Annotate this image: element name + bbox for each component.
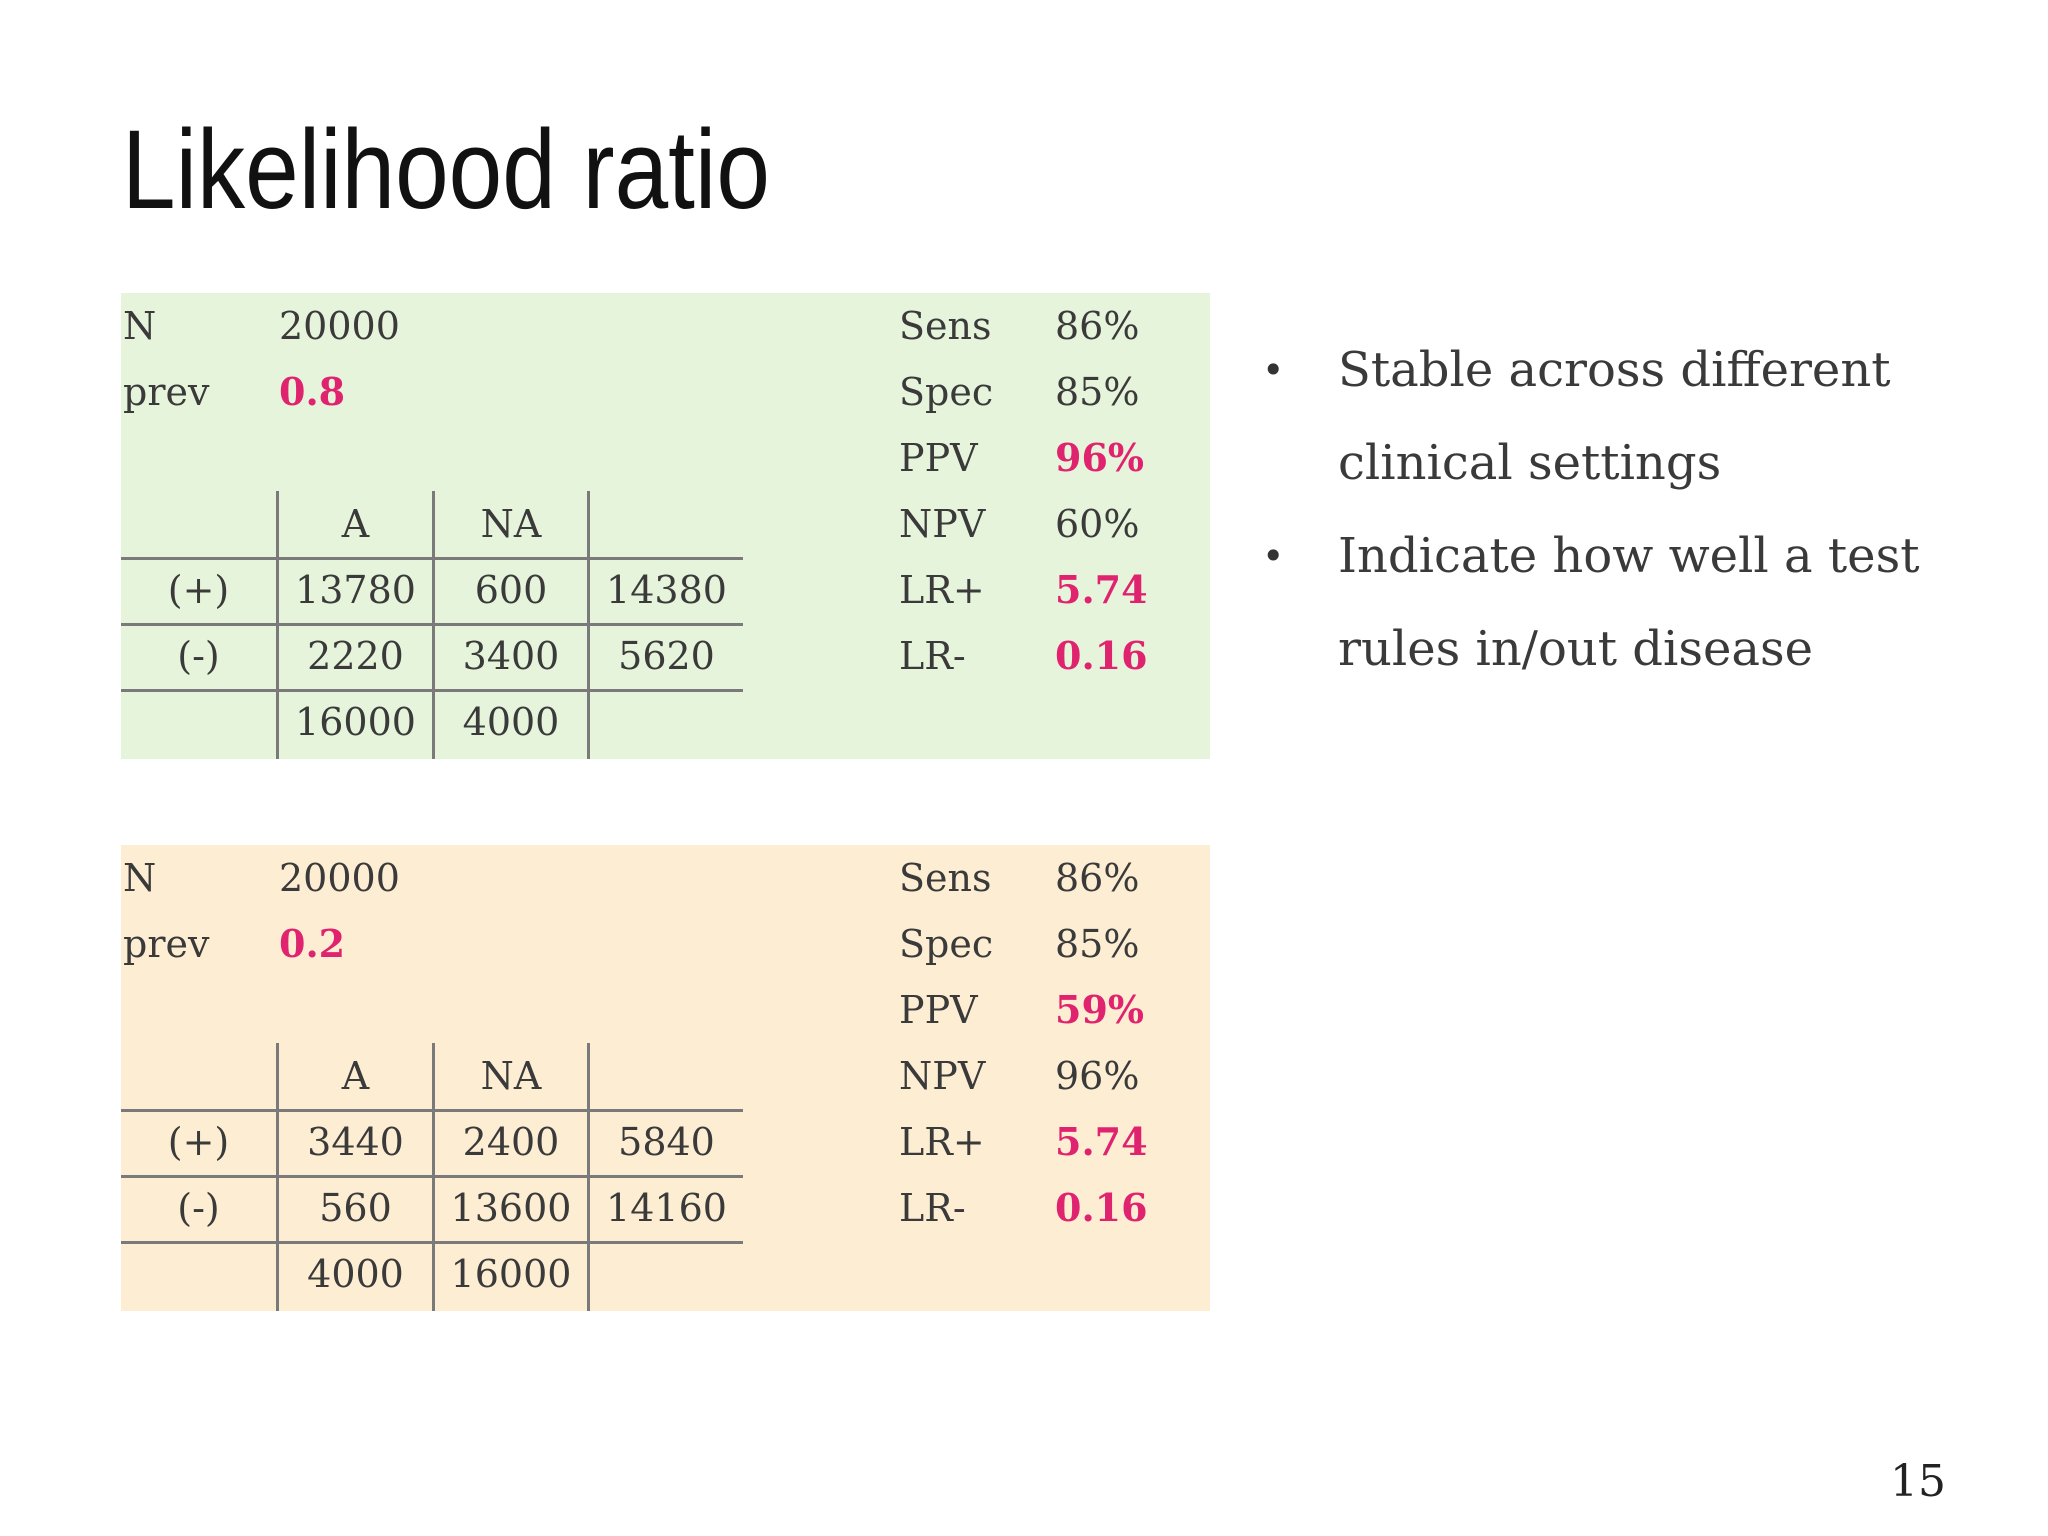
stat-label-spec: Spec	[899, 922, 994, 966]
stat-value-ppv: 59%	[1055, 987, 1144, 1032]
prev-value: 0.8	[279, 369, 346, 414]
row-label-positive: (+)	[167, 568, 230, 612]
row-label-negative: (-)	[177, 1186, 220, 1230]
row-total: 5840	[618, 1120, 715, 1164]
stat-value-ppv: 96%	[1055, 435, 1144, 480]
table-cell: 560	[319, 1186, 392, 1230]
stat-label-npv: NPV	[899, 502, 986, 546]
stat-label-lr-positive: LR+	[899, 568, 985, 612]
bullet-item: • Stable across different clinical setti…	[1262, 324, 2002, 510]
table-cell: 600	[474, 568, 548, 612]
table-divider	[121, 1241, 743, 1244]
table-cell: 2220	[307, 634, 404, 678]
prev-label: prev	[123, 922, 210, 966]
stat-value-spec: 85%	[1055, 370, 1140, 414]
row-total: 5620	[618, 634, 715, 678]
table-cell: 2400	[462, 1120, 560, 1164]
prevalence-panel-low: N 20000 prev 0.2 A NA (+) 3440 2400 5840…	[121, 845, 1210, 1311]
slide-title: Likelihood ratio	[122, 107, 770, 232]
row-label-negative: (-)	[177, 634, 220, 678]
n-label: N	[123, 856, 157, 900]
table-cell: 13780	[295, 568, 416, 612]
stat-label-npv: NPV	[899, 1054, 986, 1098]
table-divider	[121, 689, 743, 692]
bullet-dot-icon: •	[1262, 348, 1285, 392]
stat-value-lr-positive: 5.74	[1055, 567, 1148, 612]
col-header-na: NA	[480, 502, 542, 546]
table-divider	[121, 557, 743, 560]
table-cell: 13600	[450, 1186, 572, 1230]
stat-value-npv: 96%	[1055, 1054, 1140, 1098]
row-total: 14160	[606, 1186, 727, 1230]
bullet-item: • Indicate how well a test rules in/out …	[1262, 510, 2002, 696]
bullet-list: • Stable across different clinical setti…	[1262, 324, 2002, 696]
table-cell: 3440	[307, 1120, 404, 1164]
col-header-a: A	[341, 1054, 370, 1098]
bullet-line: Indicate how well a test	[1338, 528, 1920, 584]
stat-label-sens: Sens	[899, 856, 992, 900]
column-total: 16000	[450, 1252, 572, 1296]
stat-label-lr-negative: LR-	[899, 634, 966, 678]
stat-value-lr-negative: 0.16	[1055, 633, 1148, 678]
stat-value-npv: 60%	[1055, 502, 1140, 546]
stat-value-lr-positive: 5.74	[1055, 1119, 1148, 1164]
stat-value-sens: 86%	[1055, 856, 1140, 900]
table-divider	[121, 1109, 743, 1112]
bullet-line: clinical settings	[1338, 435, 1722, 491]
page-number: 15	[1890, 1456, 1946, 1507]
col-header-na: NA	[480, 1054, 542, 1098]
prev-value: 0.2	[279, 921, 346, 966]
stat-value-spec: 85%	[1055, 922, 1140, 966]
row-label-positive: (+)	[167, 1120, 230, 1164]
stat-label-spec: Spec	[899, 370, 994, 414]
n-value: 20000	[279, 856, 400, 900]
column-total: 16000	[295, 700, 416, 744]
stat-value-lr-negative: 0.16	[1055, 1185, 1148, 1230]
row-total: 14380	[606, 568, 727, 612]
stat-label-lr-positive: LR+	[899, 1120, 985, 1164]
bullet-line: Stable across different	[1338, 342, 1891, 398]
bullet-dot-icon: •	[1262, 534, 1285, 578]
column-total: 4000	[307, 1252, 404, 1296]
col-header-a: A	[341, 502, 370, 546]
stat-label-ppv: PPV	[899, 988, 978, 1032]
prev-label: prev	[123, 370, 210, 414]
prevalence-panel-high: N 20000 prev 0.8 A NA (+) 13780 600 1438…	[121, 293, 1210, 759]
n-value: 20000	[279, 304, 400, 348]
table-divider	[121, 1175, 743, 1178]
bullet-line: rules in/out disease	[1338, 621, 1814, 677]
table-cell: 3400	[462, 634, 560, 678]
table-divider	[121, 623, 743, 626]
stat-value-sens: 86%	[1055, 304, 1140, 348]
n-label: N	[123, 304, 157, 348]
stat-label-lr-negative: LR-	[899, 1186, 966, 1230]
stat-label-sens: Sens	[899, 304, 992, 348]
column-total: 4000	[462, 700, 560, 744]
stat-label-ppv: PPV	[899, 436, 978, 480]
